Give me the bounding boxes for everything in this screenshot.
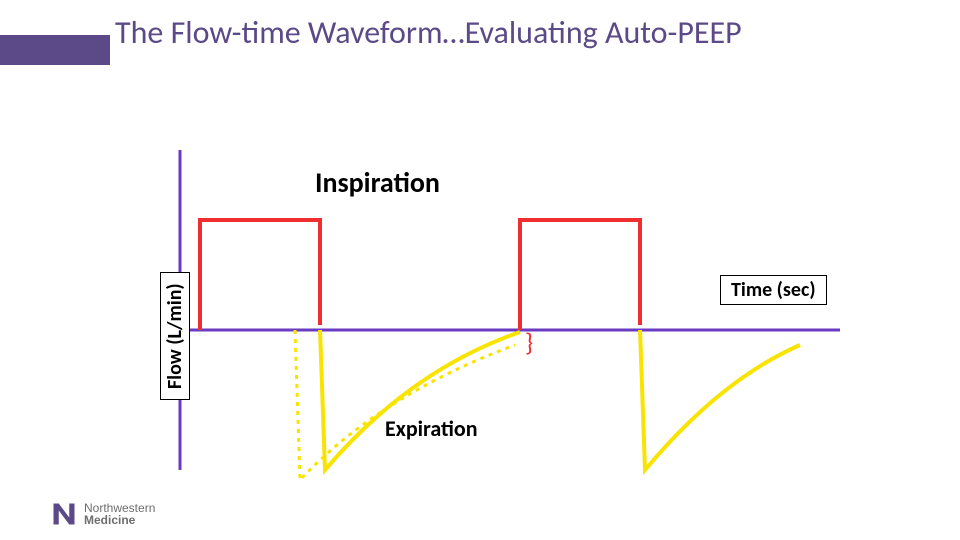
logo-text: Northwestern Medicine [84, 502, 155, 526]
inspiration-wave [200, 220, 640, 330]
northwestern-logo: Northwestern Medicine [50, 500, 155, 528]
expiration-wave [320, 330, 800, 470]
expiration-label: Expiration [385, 415, 478, 442]
auto-peep-bracket: } [525, 326, 533, 358]
flow-time-chart: } Inspiration Expiration Flow (L/min) Ti… [120, 150, 840, 490]
title-block: The Flow-time Waveform…Evaluating Auto-P… [115, 15, 835, 52]
title-accent-box [0, 35, 110, 65]
y-axis-label: Flow (L/min) [160, 272, 190, 400]
chart-svg: } [120, 150, 840, 490]
inspiration-label: Inspiration [315, 165, 440, 200]
x-axis-label: Time (sec) [720, 275, 827, 305]
slide-title: The Flow-time Waveform…Evaluating Auto-P… [115, 15, 835, 52]
dotted-expiration-curve [295, 330, 515, 480]
nm-logo-icon [50, 500, 78, 528]
logo-line2: Medicine [84, 514, 155, 526]
slide-root: The Flow-time Waveform…Evaluating Auto-P… [0, 0, 960, 540]
